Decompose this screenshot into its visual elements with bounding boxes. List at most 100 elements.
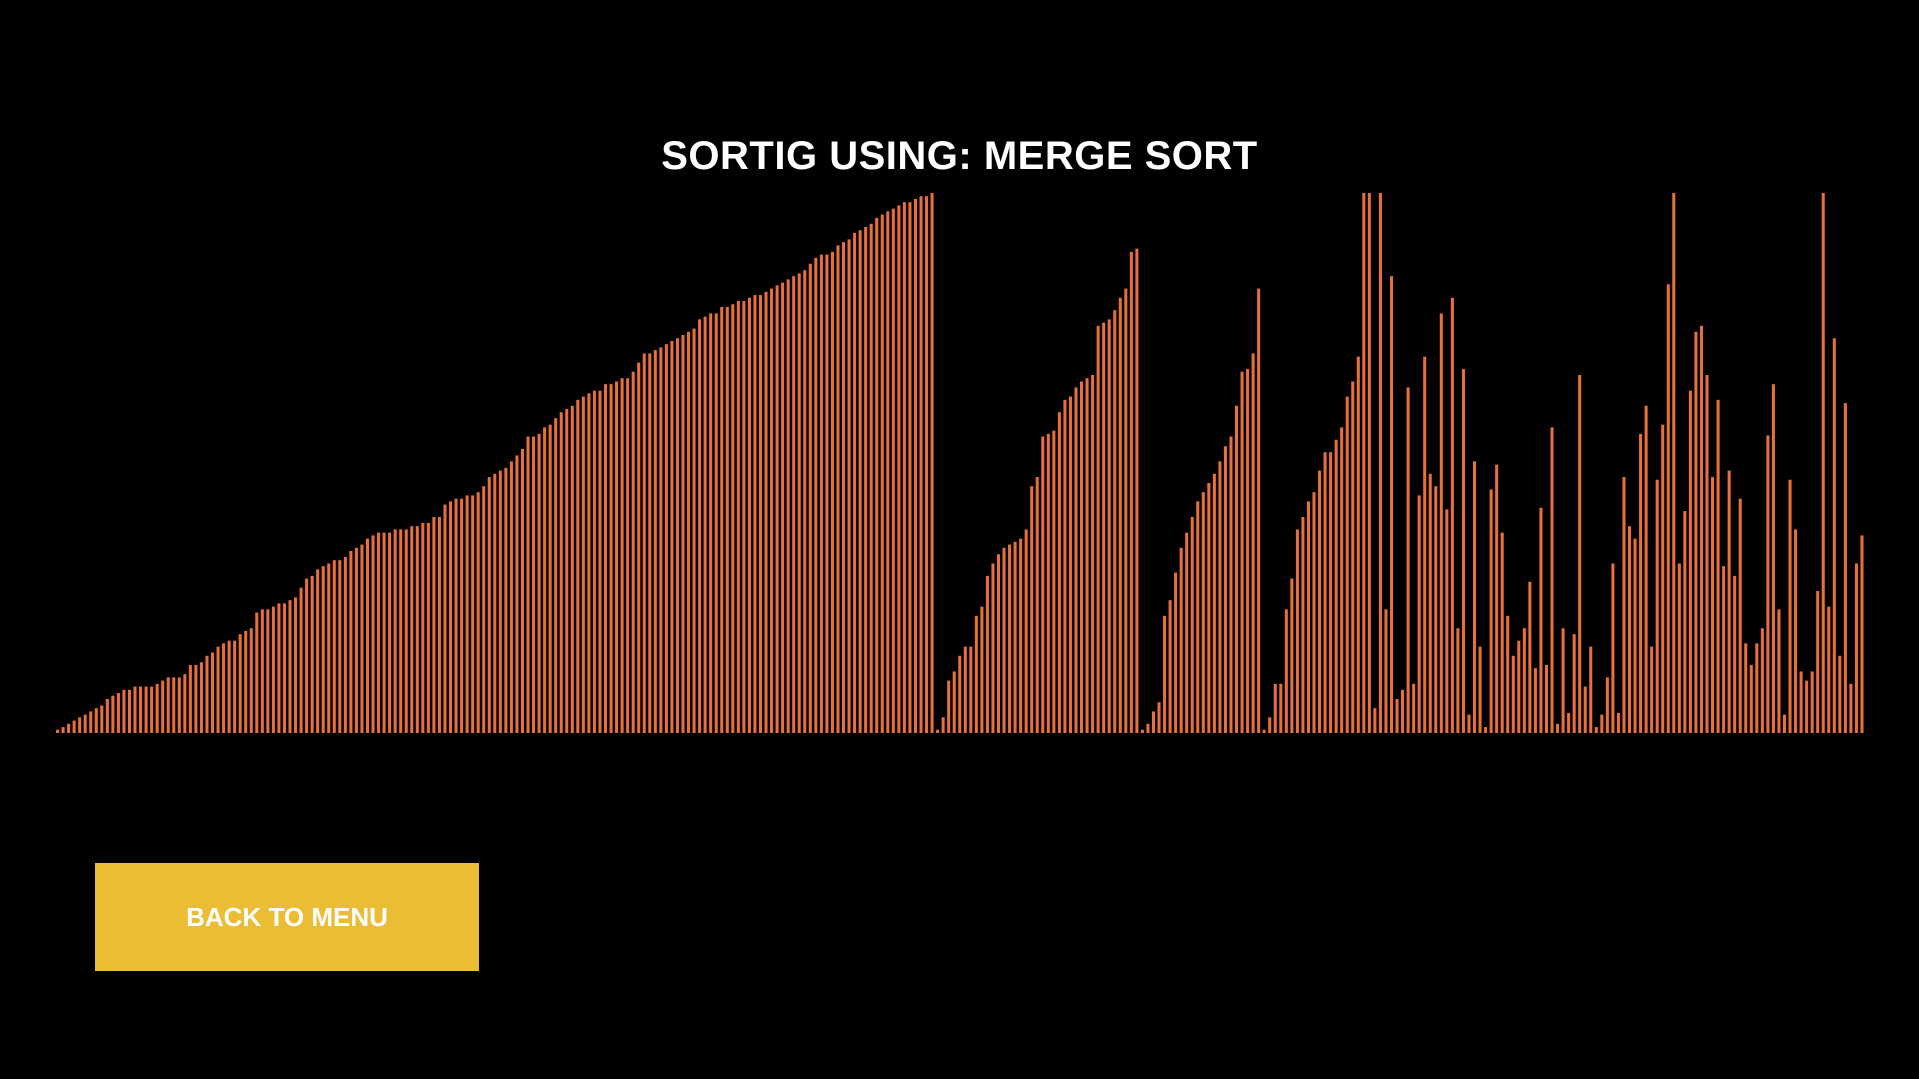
bar bbox=[1013, 541, 1017, 733]
bar bbox=[116, 693, 120, 733]
bar bbox=[1129, 251, 1133, 734]
bar bbox=[105, 698, 109, 733]
bar bbox=[1821, 193, 1825, 733]
bar bbox=[1384, 609, 1388, 733]
bar bbox=[127, 689, 131, 733]
bar bbox=[360, 544, 364, 733]
bar bbox=[747, 297, 751, 733]
bar bbox=[1688, 390, 1692, 733]
bar bbox=[161, 680, 165, 733]
bar bbox=[897, 205, 901, 734]
bar bbox=[1080, 381, 1084, 733]
bar bbox=[1661, 424, 1665, 733]
bar bbox=[1434, 486, 1438, 733]
bar bbox=[371, 535, 375, 733]
bar bbox=[260, 609, 264, 733]
bar bbox=[1711, 477, 1715, 733]
bar bbox=[548, 424, 552, 733]
bar bbox=[858, 230, 862, 733]
bar bbox=[1163, 615, 1167, 733]
bar bbox=[797, 273, 801, 733]
bar bbox=[139, 686, 143, 733]
bar bbox=[1218, 461, 1222, 733]
bar bbox=[1052, 430, 1056, 733]
bar bbox=[1572, 634, 1576, 733]
bar bbox=[1694, 331, 1698, 733]
bar bbox=[426, 522, 430, 733]
back-to-menu-button[interactable]: BACK TO MENU bbox=[95, 863, 479, 971]
bar bbox=[974, 615, 978, 733]
bar bbox=[310, 575, 314, 733]
bar bbox=[736, 301, 740, 733]
bar bbox=[559, 412, 563, 733]
bar bbox=[642, 353, 646, 733]
bar bbox=[482, 486, 486, 733]
bar bbox=[282, 603, 286, 733]
bar bbox=[1329, 452, 1333, 733]
bar bbox=[1439, 313, 1443, 733]
bar bbox=[880, 214, 884, 734]
bar bbox=[615, 381, 619, 733]
bar bbox=[1151, 711, 1155, 733]
bar bbox=[172, 677, 176, 733]
bar bbox=[1179, 547, 1183, 733]
bar bbox=[576, 399, 580, 733]
bar bbox=[631, 371, 635, 733]
bar bbox=[1644, 405, 1648, 733]
bar bbox=[1068, 396, 1072, 733]
bar bbox=[1102, 322, 1106, 733]
bar bbox=[792, 276, 796, 733]
bar bbox=[520, 448, 524, 733]
bar bbox=[1854, 563, 1858, 733]
bar bbox=[277, 603, 281, 733]
bar bbox=[89, 711, 93, 733]
bar bbox=[1489, 489, 1493, 733]
bar bbox=[1594, 727, 1598, 733]
bar bbox=[1467, 714, 1471, 733]
bar bbox=[825, 254, 829, 733]
bar bbox=[1650, 646, 1654, 733]
bar bbox=[437, 517, 441, 733]
bar bbox=[1616, 713, 1620, 733]
bar bbox=[1633, 538, 1637, 733]
bar bbox=[886, 211, 890, 734]
bar bbox=[681, 335, 685, 733]
bar bbox=[1578, 374, 1582, 733]
bar bbox=[1257, 288, 1261, 733]
bar bbox=[947, 680, 951, 733]
bar bbox=[902, 202, 906, 733]
bar bbox=[770, 288, 774, 733]
bar bbox=[1749, 664, 1753, 733]
bar bbox=[1827, 606, 1831, 733]
bar bbox=[692, 328, 696, 733]
bar bbox=[227, 640, 231, 733]
bar bbox=[271, 606, 275, 733]
bar bbox=[1655, 479, 1659, 733]
bar bbox=[1450, 297, 1454, 733]
bar bbox=[781, 282, 785, 733]
bar bbox=[1849, 683, 1853, 733]
bar bbox=[1423, 356, 1427, 733]
bar bbox=[1389, 276, 1394, 733]
bar bbox=[941, 717, 945, 733]
bar bbox=[1511, 655, 1515, 733]
bar bbox=[758, 295, 763, 733]
bar bbox=[963, 646, 967, 733]
bar bbox=[327, 563, 331, 733]
bar bbox=[399, 529, 403, 733]
bar bbox=[443, 504, 447, 733]
bar bbox=[1096, 325, 1100, 733]
bar bbox=[1550, 427, 1554, 733]
bar bbox=[1351, 381, 1355, 733]
bar bbox=[216, 646, 220, 733]
bar bbox=[1611, 563, 1615, 733]
bar bbox=[980, 606, 984, 733]
bar bbox=[1788, 479, 1792, 733]
bar bbox=[332, 560, 336, 733]
bar bbox=[122, 689, 126, 733]
bar bbox=[316, 569, 320, 733]
bar bbox=[188, 664, 192, 733]
bar bbox=[1556, 723, 1560, 733]
bar bbox=[1229, 436, 1233, 733]
bar bbox=[703, 316, 707, 733]
